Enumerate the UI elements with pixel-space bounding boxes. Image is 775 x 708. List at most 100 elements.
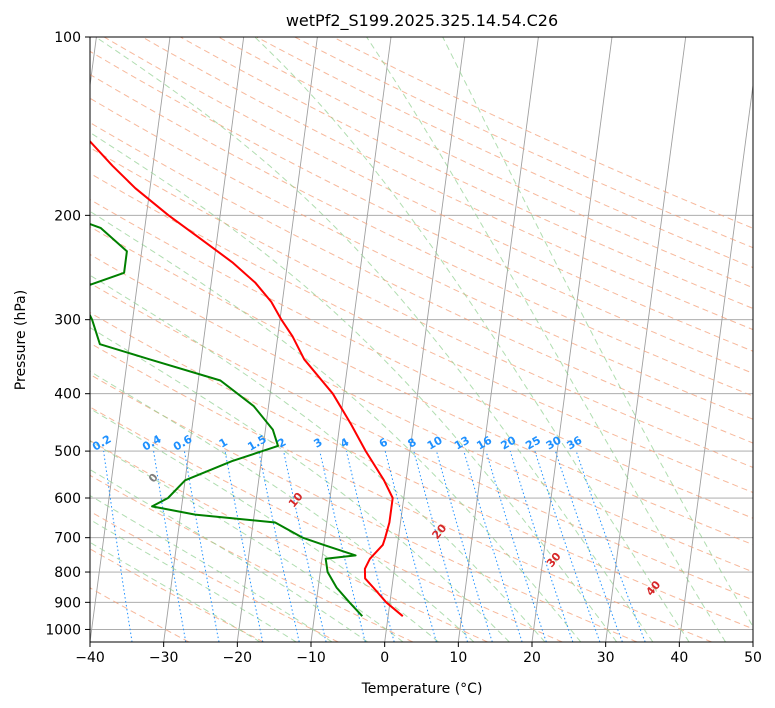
- mixing-ratio-label: 4: [338, 435, 351, 450]
- mixing-ratio-label: 10: [425, 433, 445, 452]
- y-tick-label: 800: [54, 565, 81, 581]
- y-tick-label: 600: [54, 491, 81, 507]
- moist-adiabat-line: [90, 541, 261, 642]
- dry-adiabat-line: [103, 37, 753, 352]
- dry-adiabat-line: [90, 253, 753, 573]
- y-tick-label: 100: [54, 30, 81, 46]
- dry-adiabat-line: [90, 440, 488, 642]
- x-tick-label: 30: [597, 650, 615, 666]
- x-axis-label: Temperature (°C): [361, 681, 483, 697]
- x-tick-label: 20: [523, 650, 541, 666]
- x-tick-label: 0: [380, 650, 389, 666]
- moist-adiabat-line: [90, 274, 546, 642]
- mixing-ratio-line: [413, 450, 468, 642]
- x-tick-label: −40: [75, 650, 105, 666]
- dry-adiabat-line: [90, 510, 339, 642]
- moist-adiabat-line: [95, 37, 654, 642]
- moist-adiabat-line: [90, 495, 333, 642]
- background-lines: [90, 37, 753, 642]
- dry-adiabat-line: [90, 97, 753, 420]
- y-tick-label: 700: [54, 531, 81, 547]
- mixing-ratio-line: [485, 450, 547, 642]
- line-labels: 0.10.20.40.611.52346810131620253036-100-…: [90, 432, 664, 598]
- moist-adiabat-label: 30: [544, 550, 564, 570]
- dry-adiabat-line: [256, 37, 753, 269]
- x-tick-label: −30: [149, 650, 179, 666]
- moist-adiabat-line: [442, 37, 753, 628]
- mixing-ratio-line: [258, 451, 300, 642]
- moist-adiabat-line: [90, 210, 582, 642]
- mixing-ratio-label: 0.2: [90, 433, 113, 454]
- y-tick-label: 400: [54, 387, 81, 403]
- mixing-ratio-line: [463, 450, 523, 642]
- temperature-profile-line: [90, 139, 404, 617]
- dry-adiabat-line: [90, 50, 753, 374]
- mixing-ratio-label: 1: [217, 436, 230, 451]
- moist-adiabat-line: [90, 468, 368, 642]
- moist-adiabat-line: [90, 131, 618, 642]
- x-axis-ticks: −40 −30 −20 −10 0 10 20 30 40 50: [75, 642, 762, 666]
- moist-adiabat-label: 40: [644, 578, 664, 598]
- dry-adiabat-line: [141, 37, 753, 331]
- isotherm-line: [678, 81, 753, 642]
- mixing-ratio-line: [103, 451, 133, 642]
- dry-adiabat-line: [90, 122, 753, 444]
- y-tick-label: 300: [54, 313, 81, 329]
- mixing-ratio-line: [345, 450, 395, 642]
- y-tick-label: 500: [54, 444, 81, 460]
- mixing-ratio-line: [384, 450, 437, 642]
- mixing-ratio-label: 25: [523, 434, 543, 453]
- mixing-ratio-label: 36: [565, 433, 585, 452]
- y-axis-ticks: 100 200 300 400 500 600 700 800 900 1000: [45, 30, 90, 638]
- moist-adiabat-line: [90, 370, 475, 642]
- moist-adiabat-line: [90, 440, 404, 642]
- mixing-ratio-line: [319, 450, 366, 642]
- mixing-ratio-line: [509, 450, 574, 642]
- x-tick-label: −20: [223, 650, 253, 666]
- dewpoint-profile-line: [90, 222, 364, 617]
- isotherm-line: [605, 37, 687, 642]
- mixing-ratio-label: 16: [474, 433, 494, 452]
- dry-adiabat-line: [90, 342, 712, 642]
- moist-adiabat-line: [90, 407, 439, 642]
- mixing-ratio-label: 6: [377, 435, 390, 450]
- mixing-ratio-line: [554, 450, 623, 642]
- dry-adiabat-line: [90, 282, 753, 601]
- mixing-ratio-line: [283, 450, 327, 642]
- dry-adiabat-line: [90, 198, 753, 519]
- mixing-ratio-label: 3: [311, 436, 324, 451]
- isotherm-line: [384, 37, 466, 642]
- dry-adiabat-line: [90, 172, 753, 494]
- dry-adiabat-line: [90, 147, 753, 468]
- moist-adiabat-label: 10: [286, 490, 306, 510]
- sounding-profiles: [90, 139, 404, 617]
- isotherm-line: [163, 37, 245, 642]
- isotherm-line: [531, 37, 613, 642]
- mixing-ratio-label: 0.4: [140, 432, 164, 453]
- x-tick-label: 10: [449, 650, 467, 666]
- mixing-ratio-line: [183, 451, 220, 642]
- dry-adiabat-line: [90, 548, 264, 642]
- dry-adiabat-line: [180, 37, 753, 309]
- moist-adiabat-line: [366, 37, 727, 642]
- dry-adiabat-line: [90, 226, 753, 546]
- chart-title: wetPf2_S199.2025.325.14.54.C26: [286, 11, 558, 31]
- x-tick-label: −10: [296, 650, 326, 666]
- dry-adiabat-line: [90, 373, 638, 642]
- mixing-ratio-line: [575, 450, 646, 642]
- plot-frame: [89, 36, 754, 643]
- isotherm-line: [90, 37, 171, 642]
- dry-adiabat-line: [90, 73, 753, 397]
- x-tick-label: 40: [670, 650, 688, 666]
- isotherm-line: [236, 37, 318, 642]
- dry-adiabat-line: [90, 406, 563, 642]
- mixing-ratio-label: 30: [544, 433, 564, 452]
- mixing-ratio-line: [534, 450, 601, 642]
- x-tick-label: 50: [744, 650, 762, 666]
- mixing-ratio-line: [224, 451, 264, 642]
- moist-adiabat-line: [90, 327, 510, 642]
- mixing-ratio-line: [436, 450, 493, 642]
- y-axis-label: Pressure (hPa): [13, 290, 29, 390]
- moist-adiabat-line: [254, 37, 690, 642]
